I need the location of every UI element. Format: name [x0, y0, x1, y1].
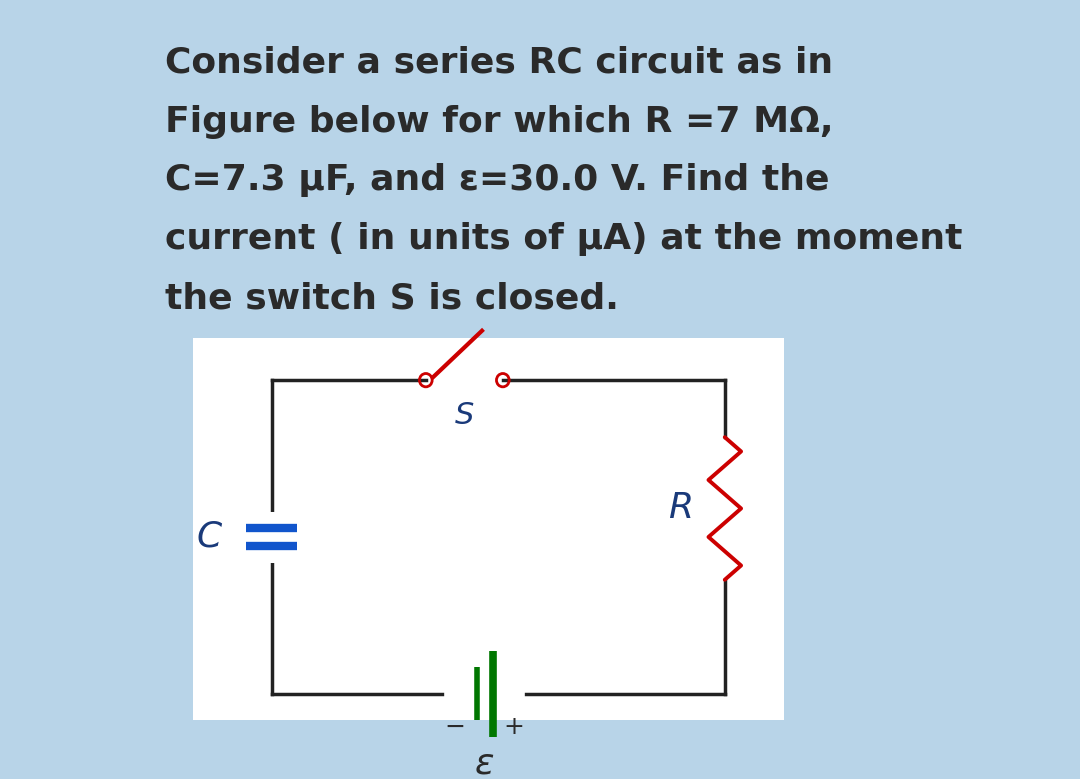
Text: C: C [197, 520, 222, 554]
Text: Consider a series RC circuit as in: Consider a series RC circuit as in [165, 46, 833, 79]
Bar [193, 338, 784, 721]
Text: −: − [445, 714, 465, 738]
Text: S: S [455, 401, 474, 430]
Text: +: + [503, 714, 525, 738]
Text: C=7.3 μF, and ε=30.0 V. Find the: C=7.3 μF, and ε=30.0 V. Find the [165, 164, 829, 197]
Text: Figure below for which R =7 MΩ,: Figure below for which R =7 MΩ, [165, 104, 834, 139]
Text: R: R [667, 492, 693, 526]
Text: ε: ε [475, 746, 495, 779]
Text: the switch S is closed.: the switch S is closed. [165, 281, 619, 315]
Text: current ( in units of μA) at the moment: current ( in units of μA) at the moment [165, 222, 962, 256]
